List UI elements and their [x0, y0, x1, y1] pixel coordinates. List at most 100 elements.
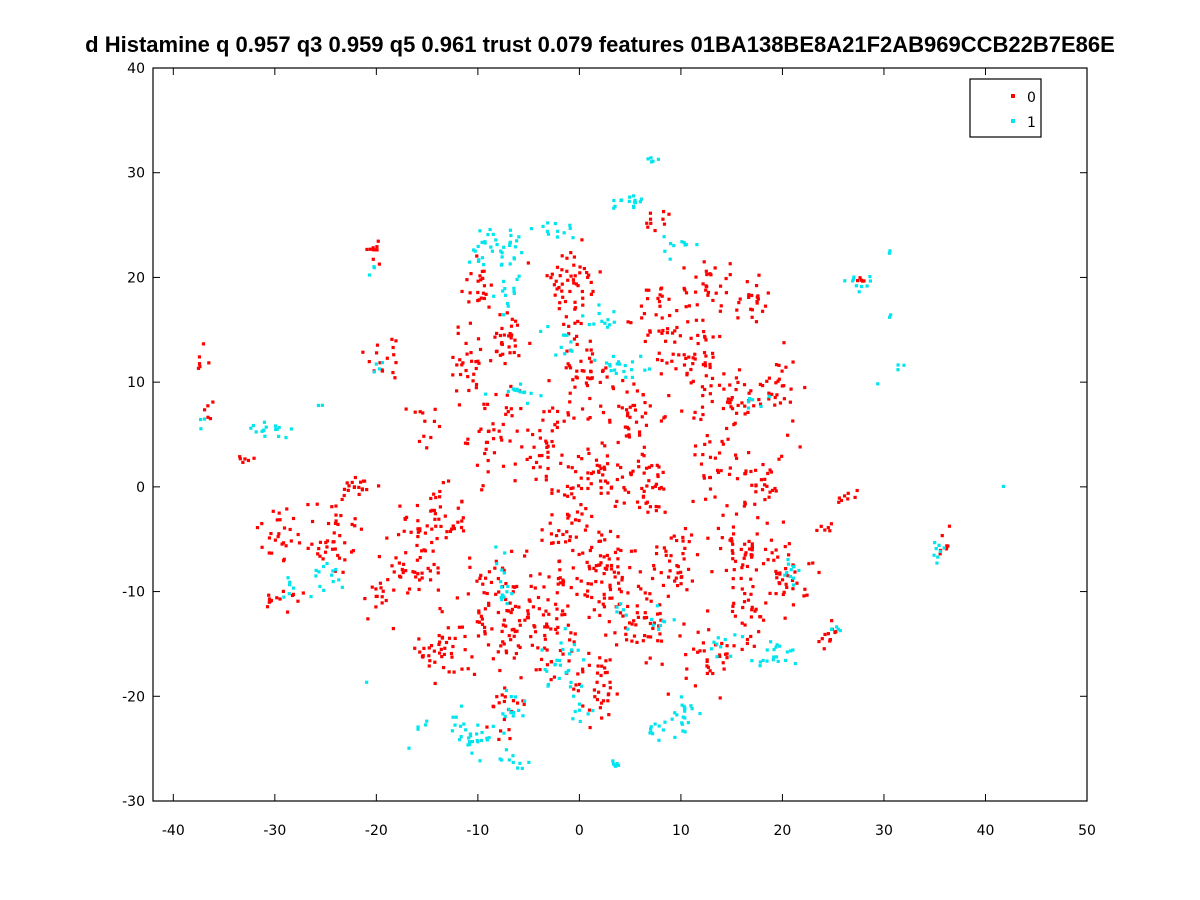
- data-point: [420, 576, 424, 580]
- plot-frame: [152, 67, 1088, 802]
- data-point: [749, 577, 753, 581]
- data-point: [769, 538, 774, 542]
- data-point: [474, 386, 478, 390]
- data-point: [696, 341, 700, 346]
- data-point: [704, 354, 708, 358]
- data-point: [615, 761, 619, 766]
- data-point: [579, 579, 583, 583]
- data-point: [418, 578, 422, 582]
- data-point: [663, 720, 667, 724]
- data-point: [655, 545, 659, 549]
- data-point: [573, 321, 577, 325]
- data-point: [633, 408, 638, 412]
- data-point: [433, 517, 437, 521]
- data-point: [511, 710, 516, 715]
- data-point: [289, 539, 293, 543]
- data-point: [515, 239, 519, 243]
- data-point: [676, 571, 680, 575]
- data-point: [516, 389, 520, 393]
- data-point: [427, 654, 431, 658]
- data-point: [659, 287, 663, 291]
- data-point: [418, 527, 422, 531]
- data-point: [775, 576, 779, 580]
- data-point: [238, 455, 242, 459]
- data-point: [336, 522, 340, 526]
- data-point: [701, 413, 705, 417]
- data-point: [502, 568, 506, 572]
- data-point: [265, 605, 270, 609]
- data-point: [674, 367, 678, 371]
- data-point: [340, 585, 344, 589]
- y-tick-label: 0: [136, 480, 145, 496]
- data-point: [627, 621, 632, 625]
- data-point: [769, 640, 773, 644]
- x-tick-label: 0: [575, 823, 584, 839]
- data-point: [782, 341, 786, 345]
- data-point: [555, 658, 559, 662]
- data-point: [576, 648, 580, 652]
- data-point: [759, 478, 764, 482]
- data-point: [477, 620, 481, 624]
- data-point: [645, 597, 649, 601]
- data-point: [658, 304, 662, 308]
- legend-label-0: 0: [1027, 90, 1036, 106]
- data-point: [802, 594, 806, 598]
- data-point: [640, 452, 644, 456]
- data-point: [285, 507, 289, 511]
- data-point: [291, 516, 296, 521]
- data-point: [504, 581, 508, 586]
- data-point: [756, 516, 760, 520]
- data-point: [657, 465, 661, 469]
- data-point: [691, 356, 695, 360]
- data-point: [724, 652, 728, 656]
- data-point: [481, 484, 485, 488]
- data-point: [649, 635, 653, 639]
- data-point: [603, 671, 607, 675]
- data-point: [720, 536, 724, 540]
- data-point: [623, 363, 627, 368]
- data-point: [332, 540, 336, 544]
- data-point: [721, 513, 725, 517]
- data-point: [606, 693, 610, 697]
- data-point: [656, 639, 660, 643]
- data-point: [487, 305, 491, 309]
- data-point: [196, 366, 201, 370]
- data-point: [577, 708, 582, 712]
- data-point: [499, 249, 503, 253]
- data-point: [888, 315, 892, 319]
- data-point: [275, 596, 279, 600]
- data-point: [654, 313, 658, 317]
- data-point: [326, 521, 331, 526]
- data-point: [465, 441, 470, 446]
- data-point: [753, 609, 757, 613]
- data-point: [585, 270, 589, 275]
- data-point: [778, 401, 783, 405]
- data-point: [556, 489, 560, 493]
- data-point: [935, 561, 939, 565]
- data-point: [411, 570, 415, 574]
- data-point: [693, 352, 697, 356]
- data-point: [478, 274, 482, 278]
- data-point: [681, 552, 685, 556]
- legend-marker-0: [1011, 94, 1015, 98]
- data-point: [611, 385, 615, 389]
- data-point: [747, 539, 751, 544]
- data-point: [733, 633, 737, 637]
- data-point: [757, 630, 761, 634]
- data-point: [606, 699, 610, 703]
- data-point: [381, 589, 385, 593]
- data-point: [615, 477, 619, 482]
- data-point: [499, 729, 503, 733]
- data-point: [578, 265, 582, 269]
- data-point: [262, 428, 266, 432]
- data-point: [603, 467, 607, 471]
- data-point: [719, 304, 723, 308]
- data-point: [745, 641, 749, 646]
- data-point: [557, 529, 561, 533]
- data-point: [536, 595, 541, 600]
- data-point: [588, 396, 592, 401]
- data-point: [565, 530, 569, 534]
- data-point: [716, 470, 720, 475]
- data-point: [574, 282, 578, 286]
- data-point: [333, 521, 338, 525]
